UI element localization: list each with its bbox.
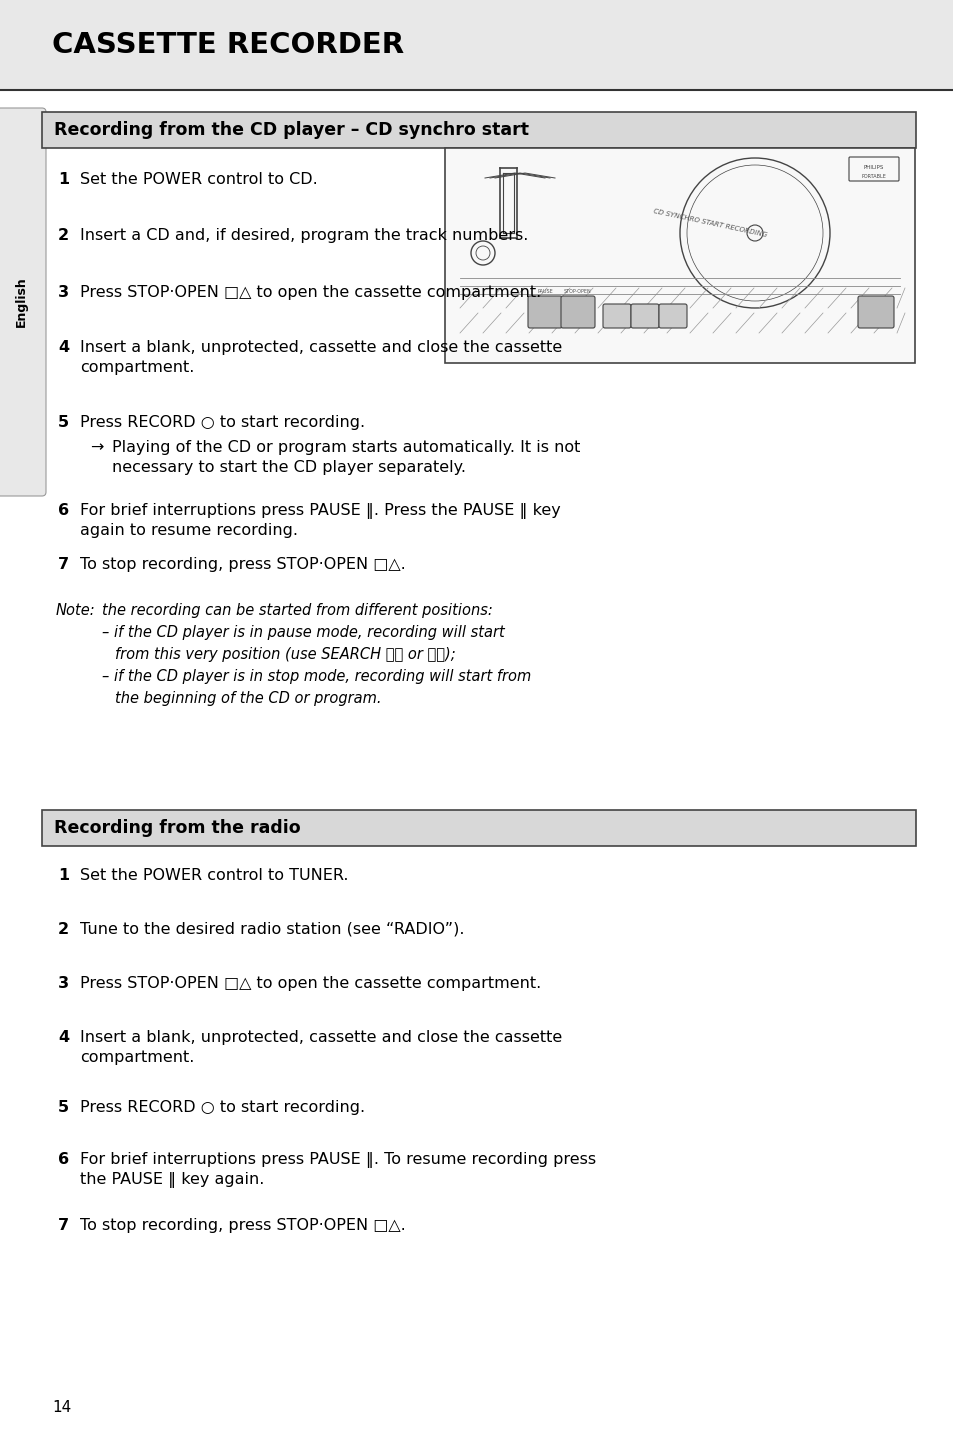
Text: 5: 5	[58, 414, 69, 430]
Text: →: →	[90, 440, 103, 455]
Text: Insert a blank, unprotected, cassette and close the cassette: Insert a blank, unprotected, cassette an…	[80, 1030, 561, 1045]
FancyBboxPatch shape	[0, 108, 46, 496]
Text: 4: 4	[58, 1030, 69, 1045]
Text: Insert a CD and, if desired, program the track numbers.: Insert a CD and, if desired, program the…	[80, 228, 528, 242]
Text: CASSETTE RECORDER: CASSETTE RECORDER	[52, 32, 404, 59]
Text: 6: 6	[58, 1152, 69, 1167]
Text: 5: 5	[58, 1100, 69, 1116]
Text: English: English	[14, 277, 28, 327]
Text: PORTABLE: PORTABLE	[861, 174, 885, 179]
Text: Note:: Note:	[56, 604, 95, 618]
FancyBboxPatch shape	[857, 295, 893, 328]
Text: 7: 7	[58, 1217, 69, 1233]
Text: compartment.: compartment.	[80, 360, 194, 376]
Bar	[444, 148, 914, 363]
Text: compartment.: compartment.	[80, 1050, 194, 1065]
Text: 6: 6	[58, 503, 69, 518]
FancyBboxPatch shape	[630, 304, 659, 328]
Text: 3: 3	[58, 285, 69, 300]
Text: To stop recording, press STOP·OPEN □△.: To stop recording, press STOP·OPEN □△.	[80, 556, 405, 572]
Text: CD SYNCHRO START RECORDING: CD SYNCHRO START RECORDING	[652, 208, 766, 238]
Text: 2: 2	[58, 228, 69, 242]
Text: Set the POWER control to CD.: Set the POWER control to CD.	[80, 172, 317, 186]
Text: again to resume recording.: again to resume recording.	[80, 523, 297, 538]
Text: 1: 1	[58, 172, 69, 186]
Text: 1: 1	[58, 868, 69, 883]
Text: the PAUSE ‖ key again.: the PAUSE ‖ key again.	[80, 1172, 264, 1187]
Text: – if the CD player is in stop mode, recording will start from: – if the CD player is in stop mode, reco…	[102, 670, 531, 684]
Text: 2: 2	[58, 922, 69, 936]
Text: 4: 4	[58, 340, 69, 356]
FancyBboxPatch shape	[659, 304, 686, 328]
Text: Recording from the CD player – CD synchro start: Recording from the CD player – CD synchr…	[54, 120, 529, 139]
FancyBboxPatch shape	[42, 810, 915, 846]
FancyBboxPatch shape	[602, 304, 630, 328]
Text: 14: 14	[52, 1400, 71, 1415]
Text: necessary to start the CD player separately.: necessary to start the CD player separat…	[112, 460, 465, 475]
Text: For brief interruptions press PAUSE ‖. Press the PAUSE ‖ key: For brief interruptions press PAUSE ‖. P…	[80, 503, 560, 519]
Text: from this very position (use SEARCH ⧀⧁ or ⧁⧀);: from this very position (use SEARCH ⧀⧁ o…	[115, 647, 456, 663]
Text: the recording can be started from different positions:: the recording can be started from differ…	[102, 604, 493, 618]
FancyBboxPatch shape	[42, 112, 915, 148]
Text: Recording from the radio: Recording from the radio	[54, 819, 300, 837]
FancyBboxPatch shape	[560, 295, 595, 328]
Text: 7: 7	[58, 556, 69, 572]
Text: Set the POWER control to TUNER.: Set the POWER control to TUNER.	[80, 868, 348, 883]
Text: PHILIPS: PHILIPS	[862, 165, 883, 171]
Text: To stop recording, press STOP·OPEN □△.: To stop recording, press STOP·OPEN □△.	[80, 1217, 405, 1233]
Text: Press RECORD ○ to start recording.: Press RECORD ○ to start recording.	[80, 1100, 365, 1116]
Text: Tune to the desired radio station (see “RADIO”).: Tune to the desired radio station (see “…	[80, 922, 464, 936]
Text: PAUSE: PAUSE	[537, 290, 553, 294]
Text: Insert a blank, unprotected, cassette and close the cassette: Insert a blank, unprotected, cassette an…	[80, 340, 561, 356]
Text: Press STOP·OPEN □△ to open the cassette compartment.: Press STOP·OPEN □△ to open the cassette …	[80, 285, 540, 300]
Text: 3: 3	[58, 977, 69, 991]
Text: STOP·OPEN: STOP·OPEN	[563, 290, 591, 294]
Text: – if the CD player is in pause mode, recording will start: – if the CD player is in pause mode, rec…	[102, 625, 504, 640]
Text: Press STOP·OPEN □△ to open the cassette compartment.: Press STOP·OPEN □△ to open the cassette …	[80, 977, 540, 991]
Text: Playing of the CD or program starts automatically. It is not: Playing of the CD or program starts auto…	[112, 440, 579, 455]
Text: the beginning of the CD or program.: the beginning of the CD or program.	[115, 691, 381, 706]
Text: For brief interruptions press PAUSE ‖. To resume recording press: For brief interruptions press PAUSE ‖. T…	[80, 1152, 596, 1169]
Text: Press RECORD ○ to start recording.: Press RECORD ○ to start recording.	[80, 414, 365, 430]
FancyBboxPatch shape	[527, 295, 561, 328]
FancyBboxPatch shape	[0, 0, 953, 90]
